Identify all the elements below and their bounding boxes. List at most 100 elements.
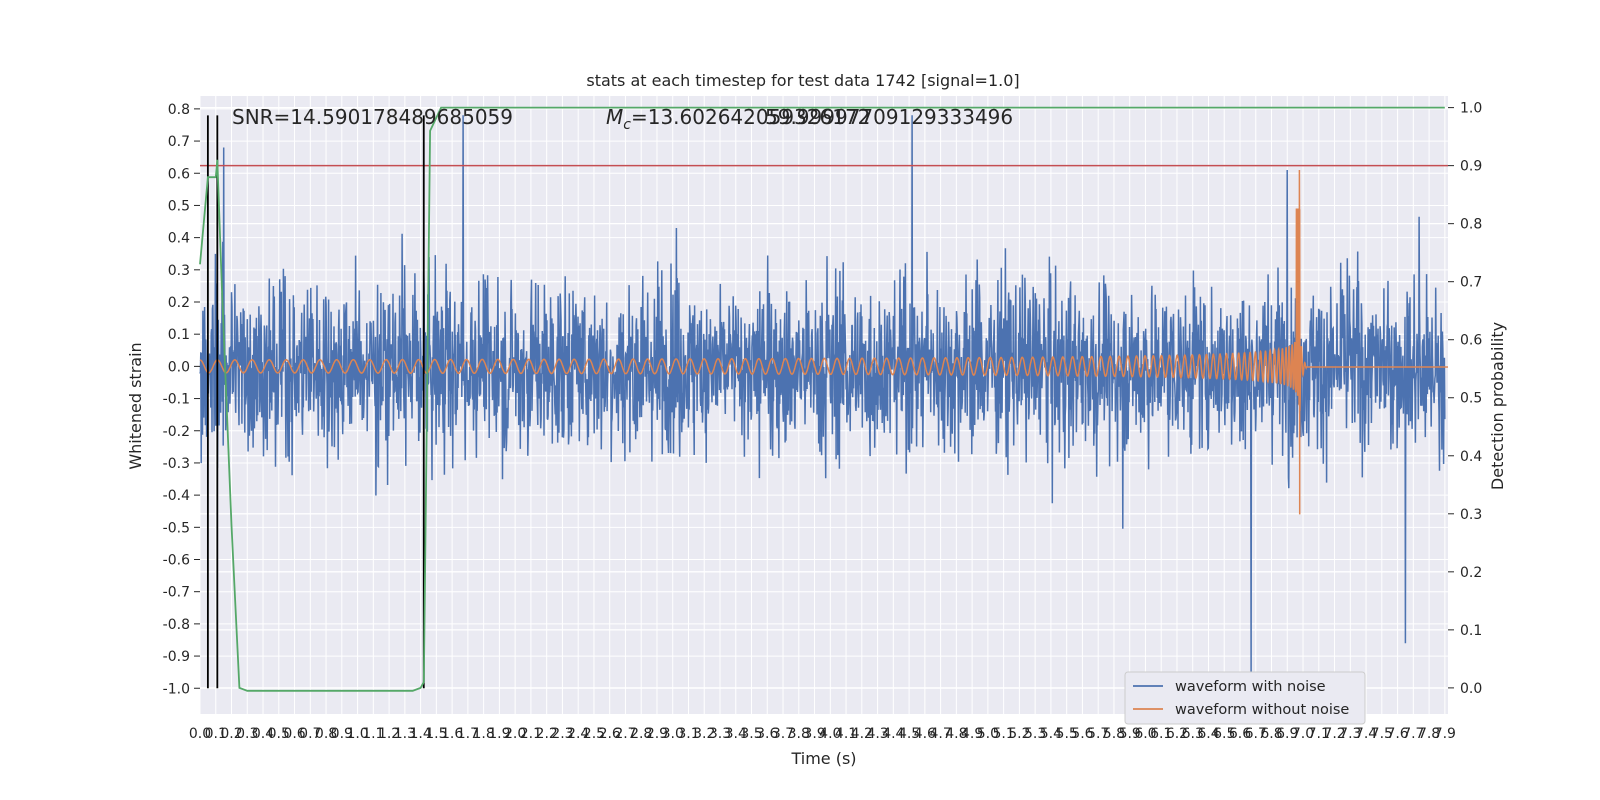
- legend: waveform with noise waveform without noi…: [1124, 671, 1366, 725]
- x-tick-label: 6.8: [1260, 726, 1282, 742]
- x-tick-label: 5.7: [1087, 726, 1109, 742]
- x-tick-label: 4.4: [882, 726, 904, 742]
- chirp-mass-annotation: Mc=13.602642059326172: [606, 105, 870, 133]
- y2-tick-label: 0.0: [1460, 681, 1482, 697]
- x-tick-label: 6.9: [1276, 726, 1298, 742]
- x-tick-label: 2.5: [583, 726, 605, 742]
- x-tick-label: 5.5: [1056, 726, 1078, 742]
- x-tick-label: 2.1: [520, 726, 542, 742]
- x-axis-label: Time (s): [790, 749, 856, 768]
- y2-axis-label: Detection probability: [1488, 322, 1507, 490]
- y2-tick-label: 0.3: [1460, 507, 1482, 523]
- x-tick-label: 5.2: [1008, 726, 1030, 742]
- y-tick-label: 0.6: [168, 166, 190, 182]
- x-tick-label: 5.3: [1024, 726, 1046, 742]
- x-tick-label: 6.5: [1213, 726, 1235, 742]
- x-tick-label: 2.0: [504, 726, 526, 742]
- x-tick-label: 4.7: [929, 726, 951, 742]
- legend-label-noise: waveform with noise: [1175, 679, 1326, 695]
- x-tick-label: 1.9: [488, 726, 510, 742]
- x-tick-label: 7.6: [1386, 726, 1408, 742]
- y2-tick-label: 1.0: [1460, 101, 1482, 117]
- x-tick-label: 6.1: [1150, 726, 1172, 742]
- x-tick-label: 2.6: [599, 726, 621, 742]
- x-tick-label: 7.0: [1292, 726, 1314, 742]
- x-tick-label: 3.2: [693, 726, 715, 742]
- x-tick-label: 0.6: [283, 726, 305, 742]
- y-axis-ticks: 0.8 0.7 0.6 0.5 0.4 0.3 0.2 0.1 0.0 -0.1 -0.2 -0.3 -…: [163, 102, 200, 697]
- y2-axis-ticks: 1.0 0.9 0.8 0.7 0.6 0.5 0.4 0.3 0.2 0.1 0.0: [1448, 101, 1482, 697]
- x-tick-label: 2.2: [536, 726, 558, 742]
- x-tick-label: 5.8: [1103, 726, 1125, 742]
- x-tick-label: 3.1: [677, 726, 699, 742]
- x-tick-label: 6.7: [1245, 726, 1267, 742]
- y-tick-label: -0.4: [163, 488, 190, 504]
- x-tick-label: 7.2: [1323, 726, 1345, 742]
- y-tick-label: 0.3: [168, 263, 190, 279]
- x-tick-label: 0.0: [189, 726, 211, 742]
- x-tick-label: 4.0: [819, 726, 841, 742]
- probability-trace: [199, 106, 1445, 692]
- x-tick-label: 7.4: [1355, 726, 1377, 742]
- x-tick-label: 5.1: [993, 726, 1015, 742]
- x-tick-label: 0.2: [220, 726, 242, 742]
- y2-tick-label: 0.8: [1460, 217, 1482, 233]
- y2-tick-label: 0.1: [1460, 623, 1482, 639]
- waveform-without-noise: [199, 169, 1448, 515]
- x-tick-label: 4.9: [961, 726, 983, 742]
- x-tick-label: 1.6: [441, 726, 463, 742]
- x-tick-label: 6.4: [1197, 726, 1219, 742]
- y-tick-label: -0.1: [163, 392, 190, 408]
- x-tick-label: 3.8: [788, 726, 810, 742]
- y2-tick-label: 0.2: [1460, 565, 1482, 581]
- x-tick-label: 7.5: [1371, 726, 1393, 742]
- y-tick-label: -0.5: [163, 520, 190, 536]
- noise-trace: [199, 115, 1446, 673]
- mc-symbol: M: [606, 105, 623, 129]
- x-tick-label: 4.5: [898, 726, 920, 742]
- x-tick-label: 4.3: [866, 726, 888, 742]
- x-tick-label: 0.1: [205, 726, 227, 742]
- y2-tick-label: 0.5: [1460, 391, 1482, 407]
- x-tick-label: 5.6: [1071, 726, 1093, 742]
- x-tick-label: 3.7: [772, 726, 794, 742]
- y-tick-label: -0.7: [163, 585, 190, 601]
- x-tick-label: 7.3: [1339, 726, 1361, 742]
- x-tick-label: 7.8: [1418, 726, 1440, 742]
- legend-label-clean: waveform without noise: [1175, 702, 1349, 718]
- y-tick-label: 0.0: [168, 359, 190, 375]
- x-tick-label: 3.0: [662, 726, 684, 742]
- y-tick-label: -1.0: [163, 681, 190, 697]
- waveform-with-noise: [199, 115, 1446, 673]
- x-tick-label: 0.4: [252, 726, 274, 742]
- x-tick-label: 2.4: [567, 726, 589, 742]
- x-tick-label: 0.3: [236, 726, 258, 742]
- x-tick-label: 4.6: [914, 726, 936, 742]
- detection-probability-line: [199, 106, 1445, 692]
- x-tick-label: 4.1: [835, 726, 857, 742]
- y-tick-label: 0.5: [168, 198, 190, 214]
- x-tick-label: 1.7: [457, 726, 479, 742]
- x-tick-label: 6.6: [1229, 726, 1251, 742]
- y-tick-label: -0.9: [163, 649, 190, 665]
- y-tick-label: 0.8: [168, 102, 190, 118]
- y-axis-label: Whitened strain: [126, 342, 145, 469]
- event-markers: [206, 115, 425, 689]
- x-tick-label: 1.2: [378, 726, 400, 742]
- x-tick-label: 1.8: [473, 726, 495, 742]
- x-tick-label: 3.9: [803, 726, 825, 742]
- x-tick-label: 5.9: [1119, 726, 1141, 742]
- overlapping-annotation: 59.99997709129333496: [765, 105, 1013, 129]
- x-tick-label: 6.0: [1134, 726, 1156, 742]
- x-tick-label: 7.9: [1434, 726, 1456, 742]
- x-tick-label: 1.0: [346, 726, 368, 742]
- x-tick-label: 2.9: [646, 726, 668, 742]
- x-tick-label: 5.4: [1040, 726, 1062, 742]
- x-axis-ticks: 0.00.10.20.30.40.50.60.70.80.91.01.11.21…: [189, 726, 1456, 742]
- x-tick-label: 1.5: [425, 726, 447, 742]
- y2-tick-label: 0.6: [1460, 333, 1482, 349]
- x-tick-label: 0.9: [331, 726, 353, 742]
- x-tick-label: 2.8: [630, 726, 652, 742]
- x-tick-label: 6.2: [1166, 726, 1188, 742]
